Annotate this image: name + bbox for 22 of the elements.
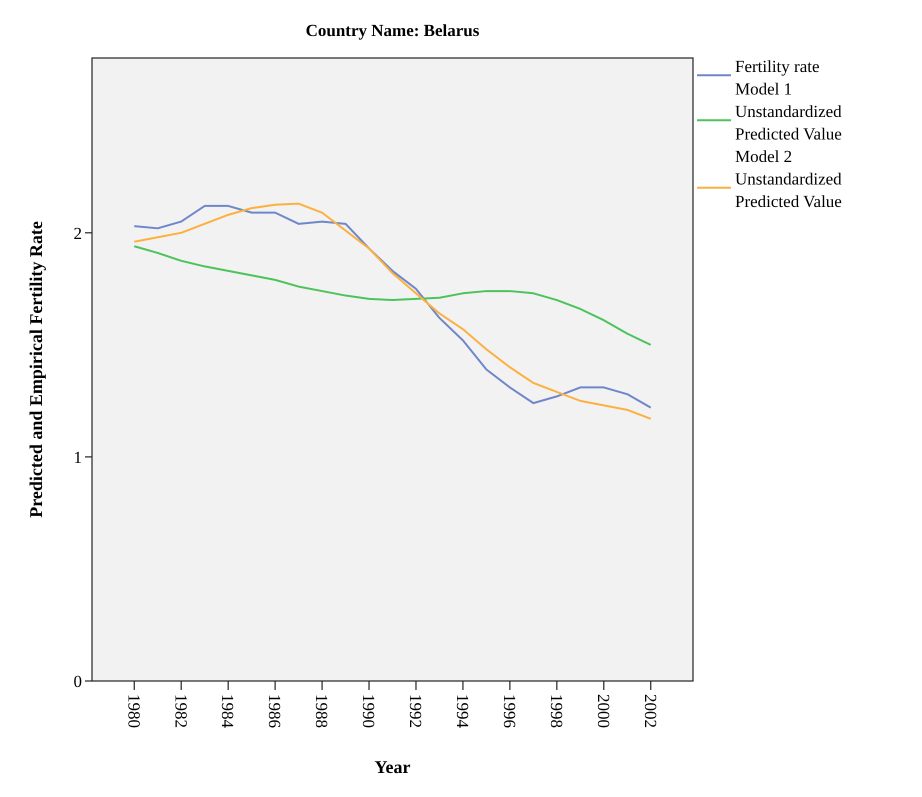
x-tick-label: 1984	[218, 694, 238, 728]
x-tick-label: 1986	[265, 694, 284, 728]
legend-label: Model 1 Unstandardized Predicted Value	[735, 80, 842, 144]
y-tick-label: 1	[74, 448, 82, 467]
x-tick-label: 1988	[312, 694, 332, 728]
x-axis-title: Year	[374, 757, 410, 777]
x-tick-label: 2002	[640, 694, 660, 728]
x-tick-label: 1994	[452, 694, 472, 728]
legend-label: Model 2 Unstandardized Predicted Value	[735, 147, 842, 211]
x-tick-label: 2000	[594, 694, 613, 728]
y-tick-label: 0	[74, 672, 82, 691]
chart-title: Country Name: Belarus	[306, 21, 480, 40]
x-tick-label: 1992	[406, 694, 426, 728]
x-tick-label: 1998	[546, 694, 566, 728]
y-tick-label: 2	[74, 224, 82, 243]
legend-label: Fertility rate	[735, 57, 820, 76]
line-series	[133, 245, 652, 346]
x-tick-label: 1982	[171, 694, 190, 728]
x-tick-label: 1980	[124, 694, 144, 728]
x-tick-label: 1990	[359, 694, 378, 728]
y-axis-title: Predicted and Empirical Fertility Rate	[26, 221, 46, 518]
x-tick-label: 1996	[500, 694, 519, 728]
